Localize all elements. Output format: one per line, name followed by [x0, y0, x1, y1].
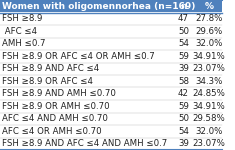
Text: 23.07%: 23.07% [192, 64, 225, 73]
Text: 23.07%: 23.07% [192, 139, 225, 148]
Text: 32.0%: 32.0% [195, 127, 223, 136]
Bar [0, 63, 171, 75]
Text: AFC ≤4 AND AMH ≤0.70: AFC ≤4 AND AMH ≤0.70 [2, 114, 108, 123]
Text: 27.8%: 27.8% [195, 14, 223, 23]
Bar [0, 25, 171, 38]
Text: 54: 54 [178, 39, 189, 48]
Bar [0, 12, 171, 25]
Text: 32.0%: 32.0% [195, 39, 223, 48]
Text: FSH ≥8.9 OR AMH ≤0.70: FSH ≥8.9 OR AMH ≤0.70 [2, 102, 110, 111]
Text: AMH ≤0.7: AMH ≤0.7 [2, 39, 45, 48]
Bar [171, 63, 196, 75]
Text: FSH ≥8.9 AND AFC ≤4: FSH ≥8.9 AND AFC ≤4 [2, 64, 99, 73]
Text: 54: 54 [178, 127, 189, 136]
Text: FSH ≥8.9 AND AMH ≤0.70: FSH ≥8.9 AND AMH ≤0.70 [2, 89, 116, 98]
Bar [196, 125, 222, 138]
Text: 59: 59 [178, 102, 189, 111]
Text: 29.58%: 29.58% [192, 114, 225, 123]
Text: 42: 42 [178, 89, 189, 98]
Bar [0, 112, 171, 125]
Bar [0, 75, 171, 87]
Bar [196, 25, 222, 38]
Bar [171, 50, 196, 63]
Bar [196, 12, 222, 25]
Bar [0, 38, 171, 50]
Bar [0, 125, 171, 138]
Bar [171, 138, 196, 150]
Text: 29.6%: 29.6% [195, 27, 223, 36]
Bar [171, 112, 196, 125]
Text: AFC ≤4: AFC ≤4 [2, 27, 37, 36]
Bar [196, 112, 222, 125]
Bar [0, 0, 222, 12]
Text: FSH ≥8.9 OR AFC ≤4 OR AMH ≤0.7: FSH ≥8.9 OR AFC ≤4 OR AMH ≤0.7 [2, 52, 155, 61]
Text: 24.85%: 24.85% [192, 89, 225, 98]
Text: AFC ≤4 OR AMH ≤0.70: AFC ≤4 OR AMH ≤0.70 [2, 127, 102, 136]
Bar [171, 38, 196, 50]
Bar [171, 125, 196, 138]
Text: FSH ≥8.9 AND AFC ≤4 AND AMH ≤0.7: FSH ≥8.9 AND AFC ≤4 AND AMH ≤0.7 [2, 139, 167, 148]
Bar [0, 50, 171, 63]
Bar [196, 87, 222, 100]
Bar [171, 100, 196, 112]
Bar [196, 50, 222, 63]
Bar [196, 63, 222, 75]
Text: 34.91%: 34.91% [192, 52, 225, 61]
Text: %: % [204, 2, 213, 11]
Bar [171, 25, 196, 38]
Text: 47: 47 [178, 14, 189, 23]
Text: 39: 39 [178, 64, 189, 73]
Bar [196, 100, 222, 112]
Bar [0, 100, 171, 112]
Text: 58: 58 [178, 77, 189, 86]
Text: 50: 50 [178, 27, 189, 36]
Bar [171, 75, 196, 87]
Bar [196, 138, 222, 150]
Bar [0, 87, 171, 100]
Bar [0, 138, 171, 150]
Text: 34.3%: 34.3% [195, 77, 223, 86]
Bar [171, 87, 196, 100]
Text: n: n [180, 2, 187, 11]
Bar [196, 75, 222, 87]
Text: FSH ≥8.9: FSH ≥8.9 [2, 14, 42, 23]
Bar [196, 38, 222, 50]
Bar [171, 12, 196, 25]
Text: 39: 39 [178, 139, 189, 148]
Text: FSH ≥8.9 OR AFC ≤4: FSH ≥8.9 OR AFC ≤4 [2, 77, 93, 86]
Text: 34.91%: 34.91% [192, 102, 225, 111]
Text: 59: 59 [178, 52, 189, 61]
Text: Women with oligomennorhea (n=169): Women with oligomennorhea (n=169) [2, 2, 195, 11]
Text: 50: 50 [178, 114, 189, 123]
